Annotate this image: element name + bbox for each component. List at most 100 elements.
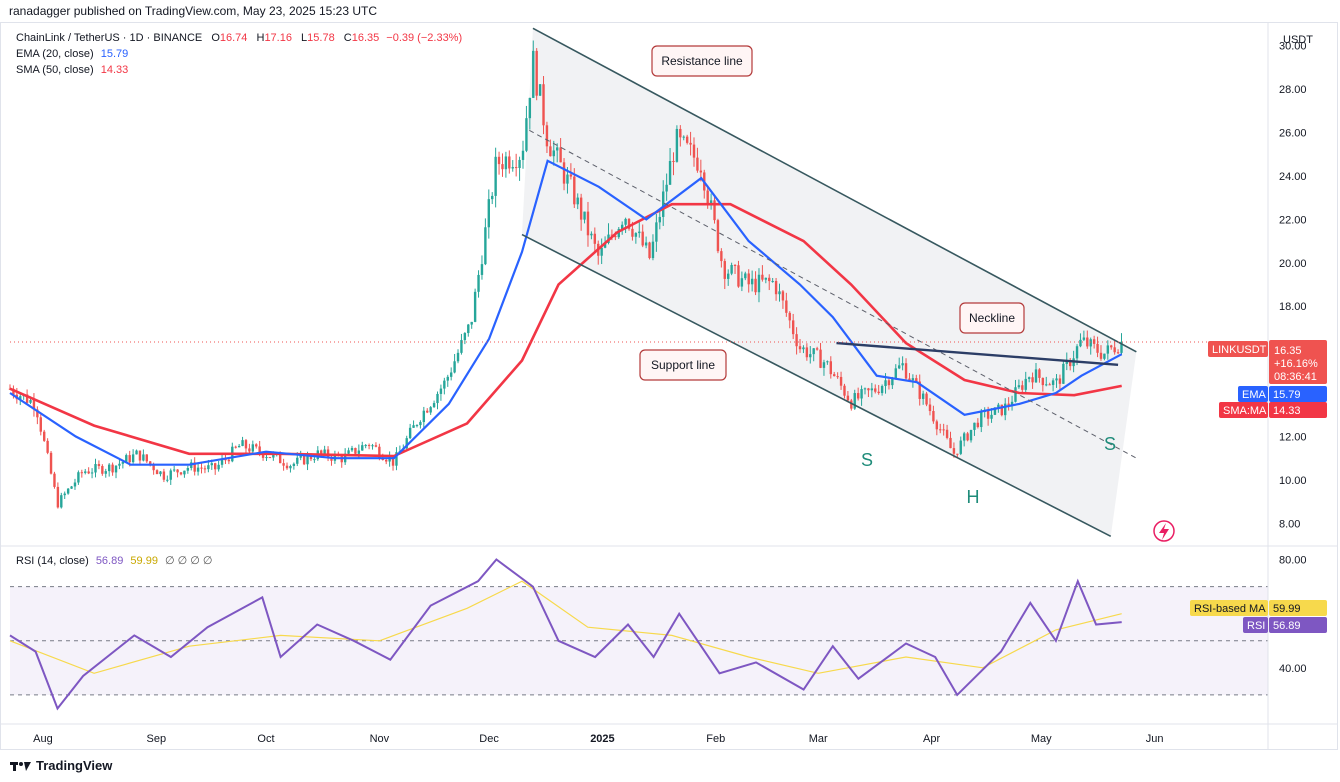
candle-body <box>1031 377 1034 383</box>
candle-body <box>939 429 942 431</box>
candle-body <box>97 464 101 467</box>
candle-body <box>634 233 638 237</box>
candle-body <box>244 440 248 449</box>
price-tick-label: 24.00 <box>1279 171 1307 183</box>
candle-body <box>986 410 990 419</box>
candle-body <box>949 437 952 449</box>
price-tick-label: 18.00 <box>1279 301 1307 313</box>
candle-body <box>73 482 77 487</box>
candle-body <box>214 463 217 470</box>
candle-body <box>1110 345 1113 348</box>
candle-body <box>692 144 696 158</box>
candle-body <box>826 361 829 363</box>
candle-body <box>388 457 391 462</box>
candle-body <box>179 472 183 475</box>
candle-body <box>915 378 918 382</box>
candle-body <box>863 388 867 390</box>
candle-body <box>285 465 289 469</box>
candle-body <box>1017 385 1021 388</box>
candle-body <box>107 464 111 472</box>
candle-body <box>412 425 415 428</box>
time-tick-label: Aug <box>33 733 53 745</box>
candle-body <box>887 380 891 386</box>
price-tick-label: 22.00 <box>1279 214 1307 226</box>
candle-body <box>556 147 559 151</box>
sma-legend-label: SMA (50, close) <box>16 64 94 76</box>
candle-body <box>685 136 689 143</box>
candle-body <box>788 312 791 321</box>
candle-body <box>559 147 562 163</box>
price-tick-label: 30.00 <box>1279 41 1307 53</box>
candle-body <box>631 228 634 237</box>
candle-body <box>477 274 480 292</box>
ema-value-badge-bg <box>1269 386 1327 402</box>
candle-body <box>299 455 302 458</box>
candle-body <box>880 386 884 394</box>
candle-body <box>251 444 255 452</box>
candle-body <box>853 393 856 409</box>
support-callout-box <box>639 349 727 381</box>
candle-body <box>241 440 244 446</box>
rsi-value-badge-bg <box>1269 617 1327 633</box>
candle-body <box>590 233 593 236</box>
currency-label[interactable]: USDT <box>1283 34 1313 46</box>
candle-body <box>1014 387 1017 402</box>
candle-body <box>833 374 836 377</box>
symbol-title: ChainLink / TetherUS · 1D · BINANCE <box>16 32 203 44</box>
rsi-tag-bg <box>1243 617 1268 633</box>
candle-body <box>980 411 983 428</box>
sma-value-badge-text: 14.33 <box>1273 405 1301 417</box>
pattern-shoulder-right: S <box>1104 434 1116 454</box>
candle-body <box>248 448 251 452</box>
candle-body <box>104 471 107 474</box>
candle-body <box>361 445 364 451</box>
ema-legend[interactable]: EMA (20, close) 15.79 <box>16 46 128 62</box>
time-tick-label: Nov <box>370 733 390 745</box>
candle-body <box>569 174 573 177</box>
tradingview-footer[interactable]: TradingView <box>10 758 112 773</box>
candle-body <box>764 277 768 280</box>
candle-body <box>781 291 785 301</box>
candle-body <box>1034 369 1038 383</box>
candle-body <box>193 462 196 472</box>
candle-body <box>655 222 658 242</box>
candle-body <box>713 200 716 221</box>
candle-body <box>898 365 901 369</box>
candle-body <box>894 368 897 379</box>
candle-body <box>925 393 928 405</box>
sma-tag-text: SMA:MA <box>1223 405 1267 417</box>
candle-body <box>573 176 576 205</box>
candle-body <box>357 450 361 454</box>
resistance-callout-box <box>651 45 753 77</box>
candle-body <box>508 156 511 169</box>
sma-value-badge-bg <box>1269 402 1327 418</box>
candle-body <box>1045 384 1048 386</box>
candle-body <box>778 291 781 295</box>
candle-body <box>77 472 80 483</box>
candle-body <box>761 274 764 280</box>
candle-body <box>172 469 176 471</box>
sma-legend[interactable]: SMA (50, close) 14.33 <box>16 62 128 78</box>
candle-body <box>679 128 682 138</box>
support-callout-text: Support line <box>651 358 715 372</box>
candle-body <box>32 399 36 410</box>
rsi-line <box>9 558 1122 711</box>
candle-body <box>200 467 203 469</box>
candle-body <box>1021 385 1024 390</box>
pattern-head: H <box>967 487 980 507</box>
price-tick-label: 28.00 <box>1279 84 1307 96</box>
candle-body <box>1069 360 1072 367</box>
candle-body <box>196 467 200 472</box>
candle-body <box>128 455 131 463</box>
price-badge-bg <box>1269 340 1327 384</box>
ema-legend-value: 15.79 <box>100 48 129 60</box>
candle-body <box>1089 339 1092 347</box>
symbol-legend: ChainLink / TetherUS · 1D · BINANCE O16.… <box>16 32 463 44</box>
rsi-legend[interactable]: RSI (14, close) 56.89 59.99 ∅ ∅ ∅ ∅ <box>16 553 213 569</box>
rsi-tick-label: 80.00 <box>1279 555 1307 567</box>
footer-brand: TradingView <box>36 758 113 773</box>
time-tick-label: May <box>1031 733 1052 745</box>
candle-body <box>945 429 949 438</box>
resistance-callout-text: Resistance line <box>661 54 743 68</box>
